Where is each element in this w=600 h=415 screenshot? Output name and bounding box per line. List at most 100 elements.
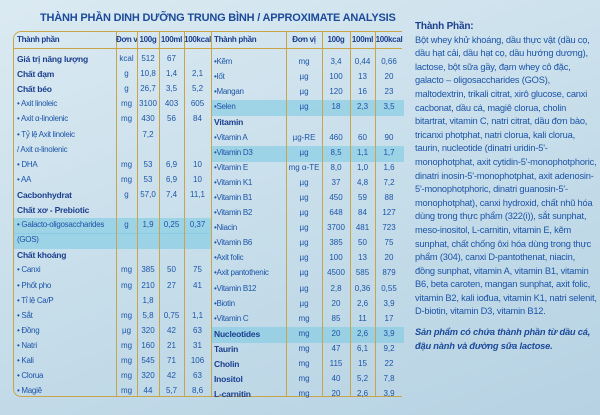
row-g: 450	[329, 192, 343, 202]
row-ml: 0,36	[354, 283, 371, 293]
row-name: •Vitamin E	[214, 162, 248, 172]
row-unit: g	[124, 69, 129, 79]
row-ml: 6,9	[165, 159, 178, 169]
row-highlight	[211, 100, 404, 117]
row-g: 648	[329, 208, 343, 217]
row-name: • Đồng	[17, 325, 40, 335]
row-name: •Vitamin B6	[214, 238, 253, 248]
row-name: Chất xơ - Prebiotic	[17, 205, 90, 215]
row-kcal: 23	[384, 87, 394, 97]
row-g: 385	[329, 238, 343, 248]
row-name: L-carnitin	[214, 389, 251, 400]
row-kcal: 7,8	[383, 374, 395, 384]
row-ml: 2,6	[356, 298, 369, 308]
row-kcal: 3,9	[383, 298, 395, 308]
row-ml: 1,1	[356, 147, 369, 157]
row-name: Chất khoáng	[17, 250, 67, 261]
row-g: 47	[331, 343, 341, 353]
row-name: • Canxi	[17, 265, 41, 275]
row-kcal: 723	[382, 223, 396, 233]
row-g: 4500	[327, 268, 345, 278]
row-unit: µg	[299, 298, 309, 308]
header-g: 100g	[327, 35, 345, 44]
row-unit: µg	[299, 238, 309, 248]
row-name: Giá trị năng lượng	[17, 54, 88, 64]
row-ml: 585	[355, 268, 370, 278]
column-divider	[322, 32, 323, 396]
row-g: 3,4	[330, 57, 342, 66]
row-unit: µg	[299, 147, 309, 157]
row-name: •Kẽm	[214, 57, 233, 66]
row-ml: 11	[358, 313, 367, 323]
row-unit: µg	[299, 102, 309, 112]
row-ml: 481	[355, 223, 370, 233]
row-unit: mg α-TE	[288, 162, 320, 172]
row-ml: 21	[167, 340, 176, 350]
row-highlight	[14, 218, 212, 235]
row-ml: 15	[358, 359, 367, 368]
row-ml: 7,4	[165, 189, 178, 199]
column-divider	[184, 32, 185, 396]
row-kcal: 3,9	[383, 389, 395, 399]
row-ml: 1,4	[165, 69, 178, 79]
row-ml: 6,9	[165, 174, 178, 184]
row-g: 385	[141, 265, 155, 275]
row-name: Cholin	[214, 359, 240, 369]
row-name: • Tỉ lệ Ca/P	[17, 295, 54, 305]
row-unit: mg	[120, 99, 133, 109]
row-highlight	[211, 145, 404, 162]
row-g: 210	[141, 280, 155, 290]
row-g: 20	[331, 298, 341, 308]
row-ml: 1,0	[356, 162, 369, 172]
row-ml: 5,2	[356, 374, 369, 384]
row-g: 8,5	[330, 147, 342, 157]
row-name: • Clorua	[17, 371, 44, 381]
row-g: 320	[141, 325, 155, 335]
row-ml: 16	[358, 87, 367, 97]
row-unit: mg	[120, 356, 133, 365]
row-ml: 4,8	[356, 177, 369, 187]
row-unit: µg	[299, 177, 309, 187]
row-g: 20	[331, 328, 341, 338]
row-kcal: 75	[193, 265, 202, 275]
row-name: Chất đạm	[17, 69, 55, 80]
row-unit: mg	[298, 57, 310, 66]
row-ml: 42	[167, 371, 176, 381]
row-g: 1,8	[142, 295, 154, 305]
row-name: •Mangan	[214, 87, 244, 97]
row-g: 53	[143, 174, 153, 184]
ingredients-text: Bột whey khử khoáng, dầu thực vật (dầu c…	[415, 34, 597, 317]
row-kcal: 127	[382, 208, 396, 217]
row-g: 320	[141, 371, 155, 381]
row-name: Chất béo	[17, 84, 52, 95]
header-g: 100g	[139, 35, 157, 44]
row-ml: 56	[167, 114, 176, 124]
row-ml: 27	[167, 280, 176, 290]
header-ml: 100ml	[160, 35, 183, 44]
row-unit: mg	[120, 340, 133, 350]
row-kcal: 11,1	[190, 189, 205, 199]
header-ml: 100ml	[351, 35, 374, 44]
row-name: •Vitamin B1	[214, 192, 253, 202]
header-kcal: 100kcal	[184, 35, 211, 44]
header-kcal: 100kcal	[375, 35, 403, 44]
row-name: •Vitamin B2	[214, 208, 253, 217]
row-g: 512	[141, 54, 155, 63]
row-unit: µg	[299, 192, 309, 202]
column-divider	[286, 32, 287, 396]
row-g: 120	[329, 87, 343, 97]
row-g: 100	[329, 253, 343, 263]
row-name: •Vitamin B12	[214, 283, 257, 293]
row-ml: 84	[358, 208, 367, 217]
row-name: • Natri	[17, 340, 37, 350]
row-ml: 403	[164, 99, 179, 109]
row-g: 57,0	[140, 189, 156, 199]
header-unit: Đơn vị	[116, 35, 137, 44]
row-g: 3100	[139, 99, 157, 109]
row-name: Nucleotides	[214, 328, 260, 339]
row-g: 160	[141, 340, 155, 350]
row-name: • Axit α-linolenic	[17, 114, 68, 124]
row-unit: µg	[121, 325, 132, 335]
column-divider	[211, 32, 212, 396]
row-name: •Biotin	[214, 298, 235, 308]
